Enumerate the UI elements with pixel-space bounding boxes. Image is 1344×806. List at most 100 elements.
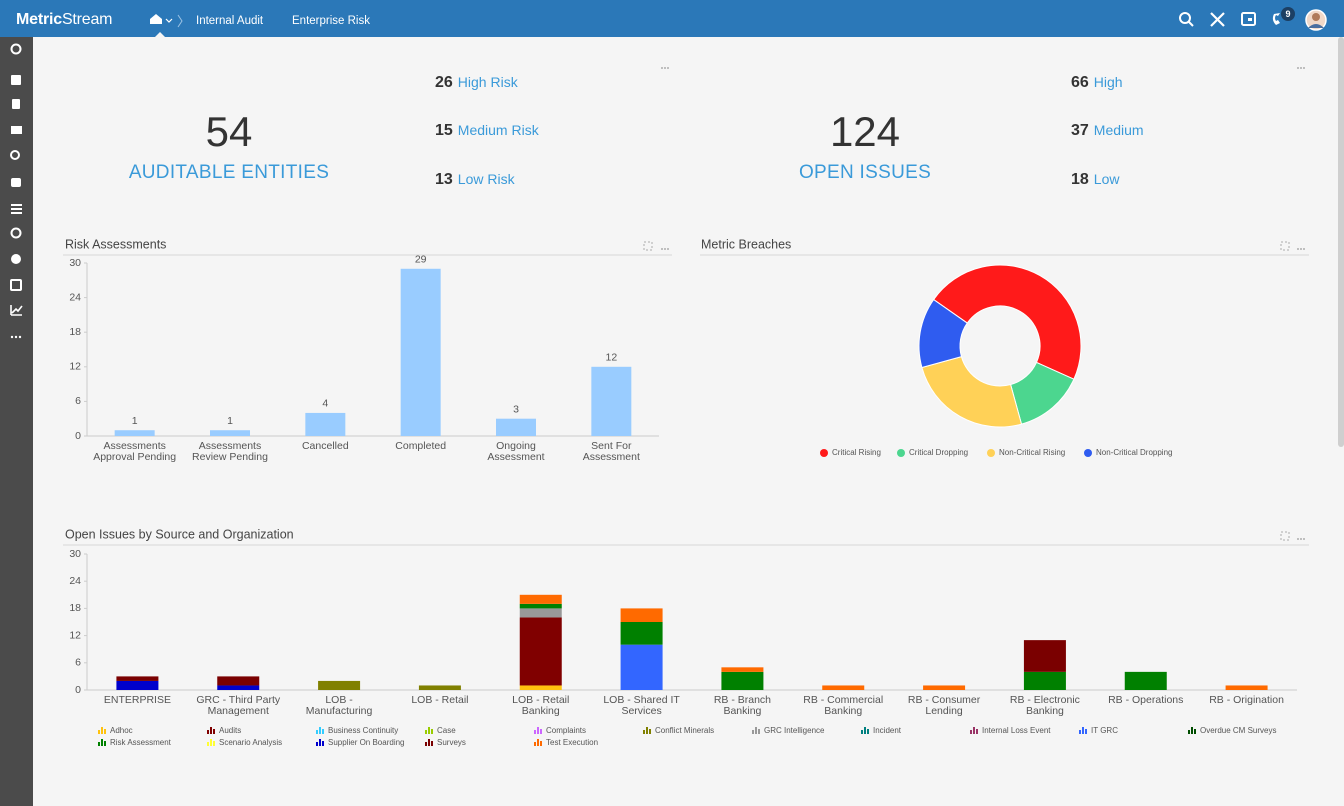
bar-segment [116, 676, 159, 681]
scrollbar[interactable] [1338, 37, 1344, 447]
legend-label: Non-Critical Dropping [1096, 448, 1172, 457]
sidebar-icon[interactable] [12, 99, 20, 109]
y-tick-label: 12 [69, 629, 81, 641]
menu-dot[interactable] [661, 67, 663, 69]
menu-dot[interactable] [661, 248, 663, 250]
legend-swatch [210, 727, 212, 734]
phone-icon[interactable] [1272, 13, 1280, 25]
search-icon[interactable] [1179, 12, 1191, 24]
sidebar-more[interactable] [10, 335, 14, 339]
legend-swatch [101, 727, 103, 734]
legend-swatch [322, 741, 324, 746]
legend-swatch [987, 449, 995, 457]
expand-icon[interactable] [1280, 241, 1290, 251]
menu-dot[interactable] [1297, 248, 1299, 250]
home-dropdown[interactable] [165, 18, 173, 23]
bar [496, 418, 536, 436]
bar-segment [217, 676, 260, 686]
legend-swatch [537, 739, 539, 746]
legend-swatch [431, 729, 433, 734]
nav-link[interactable]: Enterprise Risk [292, 15, 370, 27]
data-label: 1 [227, 415, 233, 427]
legend-swatch [1082, 727, 1084, 734]
breakdown-label: High [1093, 74, 1123, 90]
legend-swatch [101, 739, 103, 746]
bar-segment [620, 622, 663, 645]
legend-swatch [425, 742, 427, 746]
kpi-label[interactable]: AUDITABLE ENTITIES [128, 162, 330, 183]
kpi-breakdown[interactable]: 15 Medium Risk [435, 122, 539, 140]
legend-swatch [540, 729, 542, 734]
home-icon[interactable] [150, 14, 162, 24]
chart-title: Metric Breaches [701, 237, 791, 251]
kpi-breakdown[interactable]: 13 Low Risk [435, 171, 515, 189]
nav-link[interactable]: Internal Audit [196, 15, 264, 27]
bar-segment [217, 685, 260, 690]
kpi-breakdown[interactable]: 66 High [1071, 74, 1123, 92]
calendar-icon[interactable] [1241, 12, 1256, 26]
expand-icon[interactable] [643, 241, 653, 251]
legend-swatch [976, 729, 978, 734]
bar-segment [519, 617, 562, 686]
bar-segment [1225, 685, 1268, 690]
sidebar-icon[interactable] [10, 305, 23, 316]
legend-label: Supplier On Boarding [328, 738, 405, 747]
menu-dot [1300, 538, 1302, 540]
x-tick-label: RB - Origination [1209, 694, 1284, 706]
legend-swatch [897, 449, 905, 457]
menu-dot[interactable] [1297, 67, 1299, 69]
legend-swatch [1191, 727, 1193, 734]
bar-segment [318, 680, 361, 690]
bar-segment [822, 685, 865, 690]
legend-swatch [752, 730, 754, 734]
legend-label: GRC Intelligence [764, 726, 825, 735]
bar-segment [721, 667, 764, 672]
bar-segment [519, 594, 562, 604]
kpi-breakdown[interactable]: 37 Medium [1071, 122, 1144, 140]
logo[interactable]: MetricStream [16, 11, 113, 29]
breakdown-label: High Risk [457, 74, 518, 90]
legend-swatch [1188, 730, 1190, 734]
sidebar-icon[interactable] [11, 204, 22, 206]
legend-swatch [207, 730, 209, 734]
kpi-breakdown[interactable]: 26 High Risk [435, 74, 518, 92]
kpi-breakdown[interactable]: 18 Low [1071, 171, 1119, 189]
y-tick-label: 0 [75, 430, 81, 442]
legend-swatch [213, 729, 215, 734]
bar-segment [116, 680, 159, 690]
legend-label: Overdue CM Surveys [1200, 726, 1276, 735]
expand-icon[interactable] [1280, 531, 1290, 541]
search-icon-handle [1188, 21, 1194, 27]
legend-swatch [540, 741, 542, 746]
active-caret [155, 32, 165, 37]
breakdown-value: 15 [435, 122, 453, 139]
x-tick-label: Ongoing Assessment [487, 440, 545, 463]
sidebar-icon[interactable] [10, 279, 22, 291]
menu-dot [1303, 67, 1305, 69]
avatar-face [1312, 13, 1320, 21]
sidebar-icon[interactable] [10, 150, 20, 160]
x-tick-label: RB - Consumer Lending [907, 694, 981, 717]
menu-dot [664, 67, 666, 69]
legend-swatch [864, 727, 866, 734]
sidebar-icon[interactable] [11, 178, 21, 187]
kpi-label[interactable]: OPEN ISSUES [798, 162, 932, 183]
legend-swatch [425, 730, 427, 734]
legend-swatch [649, 729, 651, 734]
sidebar-icon[interactable] [11, 126, 22, 134]
sidebar-icon [11, 208, 22, 210]
sidebar-icon[interactable] [10, 227, 22, 239]
menu-dot[interactable] [1297, 538, 1299, 540]
tools-icon[interactable] [1210, 12, 1225, 27]
bar-segment [1124, 671, 1167, 690]
sidebar-icon[interactable] [11, 254, 21, 264]
legend-swatch [755, 727, 757, 734]
sidebar [0, 37, 33, 806]
breakdown-value: 18 [1071, 171, 1089, 188]
breakdown-value: 26 [435, 74, 453, 91]
sidebar-icon[interactable] [10, 43, 22, 55]
sidebar-icon[interactable] [11, 75, 21, 85]
bar [210, 430, 250, 436]
badge [1281, 7, 1295, 21]
